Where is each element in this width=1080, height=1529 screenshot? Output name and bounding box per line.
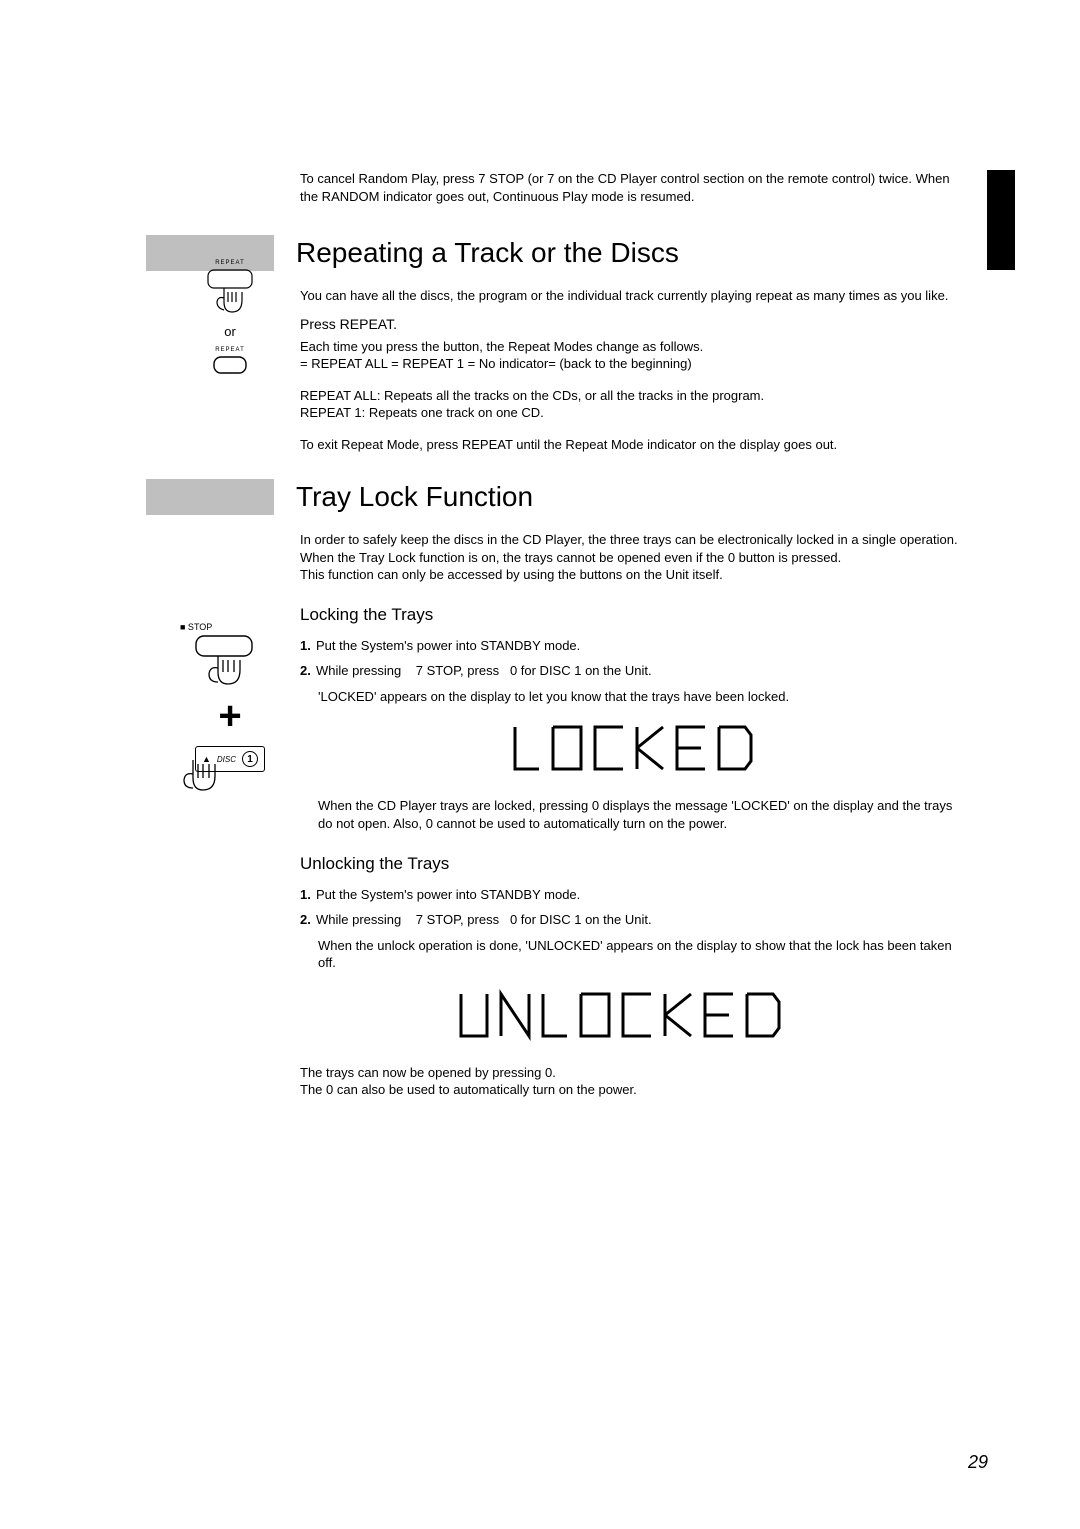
disc-number: 1 xyxy=(242,751,258,767)
lock-step-2c: 0 for DISC 1 on the Unit. xyxy=(510,663,652,678)
section-header-traylock: Tray Lock Function xyxy=(170,479,990,515)
s1-p1: You can have all the discs, the program … xyxy=(300,287,970,305)
repeat-illustration: REPEAT or REPEAT xyxy=(170,260,290,377)
unlocked-lcd xyxy=(300,988,970,1046)
s1-p2: Each time you press the button, the Repe… xyxy=(300,338,970,356)
unlock-step-1-text: Put the System's power into STANDBY mode… xyxy=(316,887,580,902)
locked-lcd xyxy=(300,721,970,779)
lock-step-2b: 7 STOP, press xyxy=(416,663,499,678)
unlocking-heading: Unlocking the Trays xyxy=(300,853,970,876)
s1-press: Press REPEAT. xyxy=(300,315,970,334)
stop-label: ■ STOP xyxy=(180,622,290,632)
s1-p4: To exit Repeat Mode, press REPEAT until … xyxy=(300,436,970,454)
s1-p3: REPEAT ALL: Repeats all the tracks on th… xyxy=(300,387,970,405)
unlock-step-2: 2.While pressing 7 STOP, press 0 for DIS… xyxy=(300,911,970,929)
plus-icon: + xyxy=(170,696,290,736)
side-tab xyxy=(987,170,1015,270)
lock-note: When the CD Player trays are locked, pre… xyxy=(318,797,970,832)
s1-modes: = REPEAT ALL = REPEAT 1 = No indicator= … xyxy=(300,355,970,373)
section-header-repeat: Repeating a Track or the Discs xyxy=(170,235,990,271)
manual-page: To cancel Random Play, press 7 STOP (or … xyxy=(0,0,1080,1529)
section1-content: You can have all the discs, the program … xyxy=(300,287,970,453)
locking-heading: Locking the Trays xyxy=(300,604,970,627)
s2-p2: When the Tray Lock function is on, the t… xyxy=(300,549,970,567)
s1-p3b: REPEAT 1: Repeats one track on one CD. xyxy=(300,404,970,422)
locked-lcd-svg xyxy=(505,721,765,779)
unlock-step-1: 1.Put the System's power into STANDBY mo… xyxy=(300,886,970,904)
repeat-button-icon xyxy=(212,355,248,377)
unlock-step-2c: 0 for DISC 1 on the Unit. xyxy=(510,912,652,927)
section-title-repeat: Repeating a Track or the Discs xyxy=(296,237,679,269)
repeat-label-small-2: REPEAT xyxy=(170,347,290,353)
or-label: or xyxy=(170,324,290,339)
hand-press-disc-icon xyxy=(171,754,231,798)
lock-step-1-text: Put the System's power into STANDBY mode… xyxy=(316,638,580,653)
lock-step-2: 2.While pressing 7 STOP, press 0 for DIS… xyxy=(300,662,970,680)
page-number: 29 xyxy=(968,1452,988,1473)
s2-p3: This function can only be accessed by us… xyxy=(300,566,970,584)
repeat-label-small: REPEAT xyxy=(170,260,290,266)
unlock-note-2: The 0 can also be used to automatically … xyxy=(300,1081,970,1099)
hand-press-icon xyxy=(200,268,260,318)
intro-paragraph: To cancel Random Play, press 7 STOP (or … xyxy=(300,170,970,205)
unlocked-lcd-svg xyxy=(455,988,815,1046)
traylock-illustration: ■ STOP + ▲ DISC 1 xyxy=(170,622,290,772)
s2-p1: In order to safely keep the discs in the… xyxy=(300,531,970,549)
unlock-note-1: The trays can now be opened by pressing … xyxy=(300,1064,970,1082)
section2-content: In order to safely keep the discs in the… xyxy=(300,531,970,1099)
unlock-step-2a: While pressing xyxy=(316,912,401,927)
unlock-step-2-sub: When the unlock operation is done, 'UNLO… xyxy=(318,937,970,972)
lock-step-2-sub: 'LOCKED' appears on the display to let y… xyxy=(318,688,970,706)
unlock-step-2b: 7 STOP, press xyxy=(416,912,499,927)
hand-press-stop-icon xyxy=(190,634,270,690)
lock-step-1: 1.Put the System's power into STANDBY mo… xyxy=(300,637,970,655)
section-title-traylock: Tray Lock Function xyxy=(296,481,533,513)
lock-step-2a: While pressing xyxy=(316,663,401,678)
gray-bar-2 xyxy=(146,479,274,515)
